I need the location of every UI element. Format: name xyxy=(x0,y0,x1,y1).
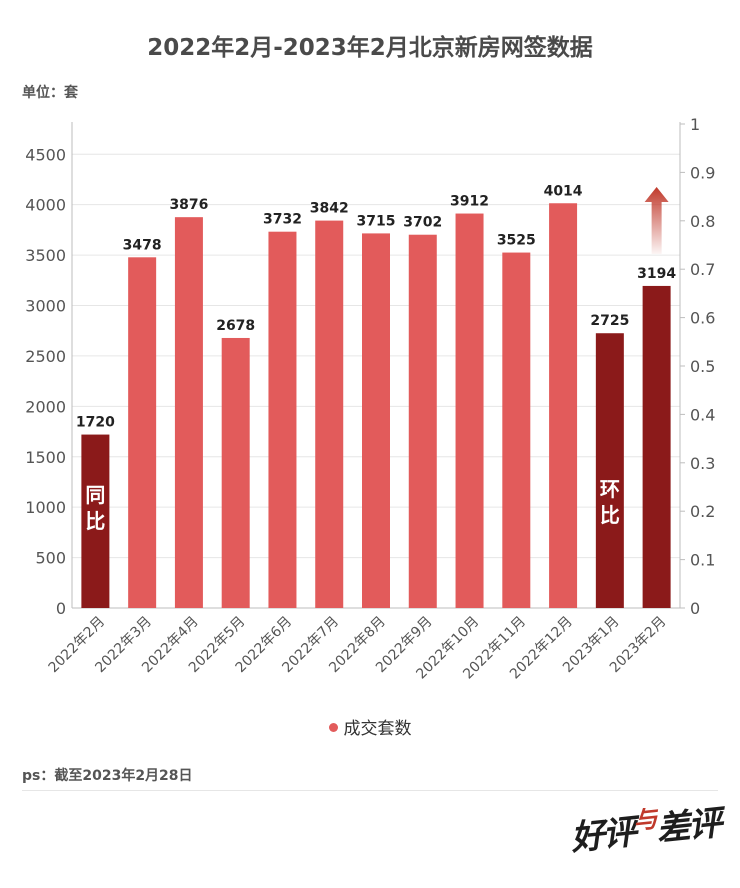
legend: 成交套数 xyxy=(0,714,740,739)
annotation-char: 比 xyxy=(85,509,105,533)
y-tick-label: 4500 xyxy=(25,145,66,164)
y-tick-label: 2500 xyxy=(25,347,66,366)
legend-marker xyxy=(328,723,338,732)
annotation-char: 同 xyxy=(85,483,105,507)
y-tick-label: 3000 xyxy=(25,297,66,316)
y2-tick-label: 0.3 xyxy=(690,454,715,473)
y-tick-label: 500 xyxy=(35,549,66,568)
bar xyxy=(642,285,671,608)
bar xyxy=(315,220,344,608)
bar xyxy=(221,337,250,608)
bar xyxy=(362,233,390,608)
annotation-char: 比 xyxy=(600,503,620,527)
bar-value-label: 3842 xyxy=(310,201,349,217)
bar xyxy=(81,434,110,608)
brand-logo: 好评与差评 xyxy=(568,803,723,859)
y2-tick-label: 0.2 xyxy=(690,502,715,521)
y2-tick-label: 0.7 xyxy=(690,260,715,279)
y2-tick-label: 0.6 xyxy=(690,309,715,328)
bar xyxy=(549,203,578,608)
bar xyxy=(268,231,297,608)
bar-value-label: 2725 xyxy=(590,313,629,329)
y-tick-label: 1500 xyxy=(25,448,66,467)
footnote: ps：截至2023年2月28日 xyxy=(22,768,193,784)
bar-value-label: 3478 xyxy=(123,237,162,253)
y-tick-label: 3500 xyxy=(25,246,66,265)
y2-tick-label: 0 xyxy=(690,599,700,618)
chart-title: 2022年2月-2023年2月北京新房网签数据 xyxy=(147,35,593,61)
increase-arrow-icon xyxy=(644,187,669,254)
y2-tick-label: 0.4 xyxy=(690,405,715,424)
y2-tick-label: 1 xyxy=(690,115,700,134)
y2-tick-label: 0.5 xyxy=(690,357,715,376)
bar-value-label: 1720 xyxy=(76,415,115,431)
y2-tick-label: 0.9 xyxy=(690,163,715,182)
bar-value-label: 3732 xyxy=(263,212,302,228)
bar xyxy=(408,234,437,608)
bar xyxy=(455,213,484,609)
y-tick-label: 1000 xyxy=(25,498,66,517)
bar-value-label: 4014 xyxy=(544,183,583,199)
y-tick-label: 4000 xyxy=(25,196,66,215)
y2-tick-label: 0.8 xyxy=(690,212,715,231)
bar-value-label: 3702 xyxy=(403,215,442,231)
y2-tick-label: 0.1 xyxy=(690,551,715,570)
bar-chart: 0 500 1000 1500 2000 2500 3000 3500 4000 4500 0 0.1… xyxy=(25,115,715,682)
bar xyxy=(128,257,157,608)
bar xyxy=(595,333,624,608)
y-tick-label: 0 xyxy=(56,599,66,618)
annotation-char: 环 xyxy=(600,477,620,501)
bar-value-label: 3194 xyxy=(637,266,676,282)
bar-value-label: 3912 xyxy=(450,194,489,210)
divider xyxy=(22,790,718,791)
bar-value-label: 3876 xyxy=(169,197,208,213)
bar xyxy=(502,252,531,608)
legend-label: 成交套数 xyxy=(343,719,412,739)
bar-value-label: 3525 xyxy=(497,233,536,249)
bar xyxy=(174,217,203,609)
y-tick-label: 2000 xyxy=(25,397,66,416)
bar-value-label: 3715 xyxy=(357,213,396,229)
unit-label: 单位：套 xyxy=(22,85,78,101)
bar-value-label: 2678 xyxy=(216,318,255,334)
